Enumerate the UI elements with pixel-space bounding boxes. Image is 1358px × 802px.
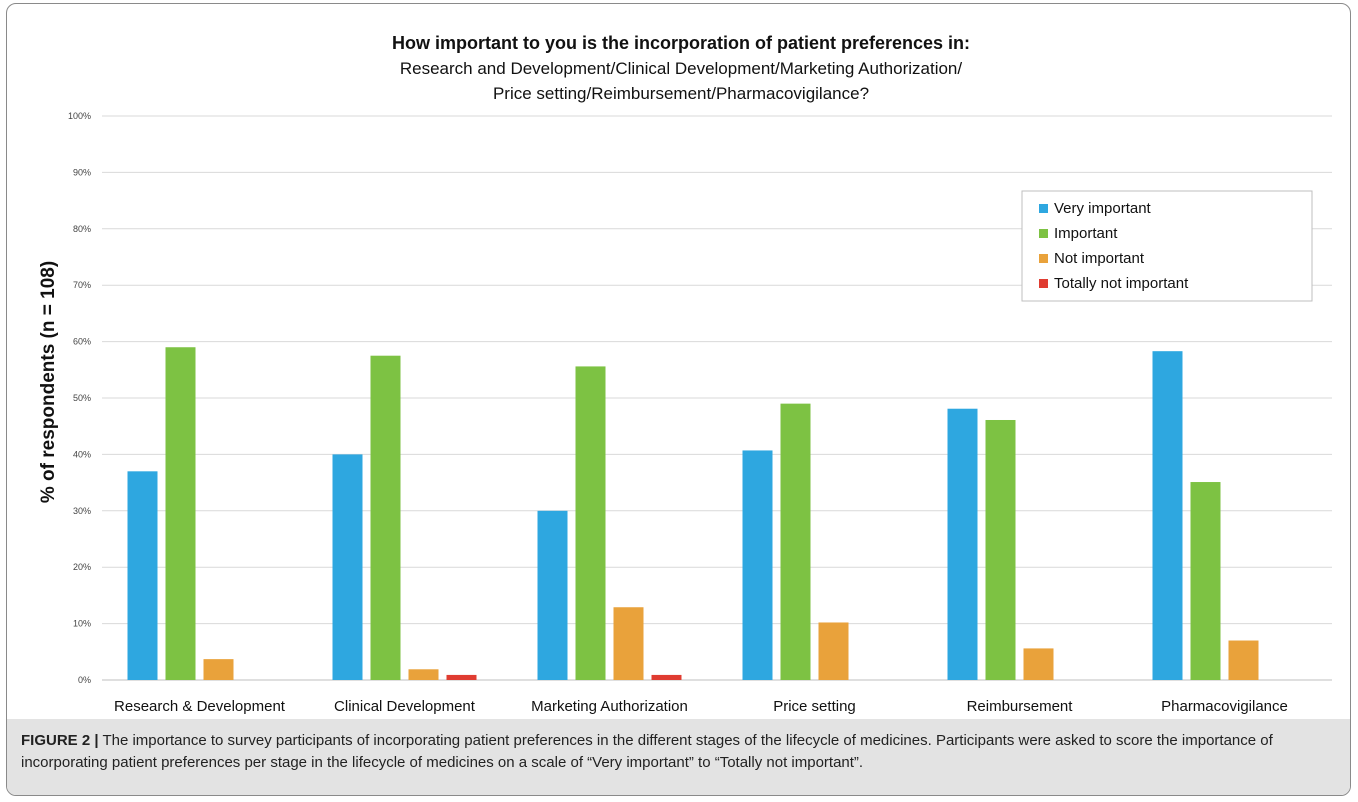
bar xyxy=(651,674,682,680)
caption-label: FIGURE 2 | xyxy=(21,732,99,749)
legend: Very important Important Not important Tota… xyxy=(1021,190,1313,302)
bar-chart: How important to you is the incorporatio… xyxy=(38,33,1332,715)
legend-swatch xyxy=(1039,229,1048,238)
bar xyxy=(818,622,849,680)
figure-caption: FIGURE 2 | The importance to survey part… xyxy=(7,719,1350,795)
y-tick-label: 20% xyxy=(73,562,91,572)
bar xyxy=(332,454,363,680)
x-axis-ticks: Research & Development Clinical Developme… xyxy=(114,698,1288,715)
bar xyxy=(575,366,606,680)
x-tick-label: Marketing Authorization xyxy=(531,698,688,715)
bar xyxy=(1190,482,1221,680)
x-tick-label: Clinical Development xyxy=(334,698,476,715)
figure-frame: How important to you is the incorporatio… xyxy=(6,3,1351,796)
x-tick-label: Research & Development xyxy=(114,698,286,715)
bar xyxy=(446,674,477,680)
y-axis-label: % of respondents (n = 108) xyxy=(38,261,59,503)
bar xyxy=(780,403,811,680)
bar xyxy=(203,659,234,680)
y-tick-label: 80% xyxy=(73,224,91,234)
x-tick-label: Reimbursement xyxy=(967,698,1074,715)
bars xyxy=(127,347,1259,680)
bar xyxy=(370,355,401,680)
bar xyxy=(613,607,644,680)
bar xyxy=(1228,640,1259,680)
bar xyxy=(165,347,196,680)
y-tick-label: 40% xyxy=(73,449,91,459)
legend-swatch xyxy=(1039,279,1048,288)
bar xyxy=(127,471,158,680)
y-tick-label: 50% xyxy=(73,393,91,403)
chart-subtitle-line-1: Research and Development/Clinical Develo… xyxy=(400,59,963,78)
bar xyxy=(408,669,439,680)
y-tick-label: 100% xyxy=(68,111,91,121)
y-tick-label: 70% xyxy=(73,280,91,290)
y-tick-label: 30% xyxy=(73,506,91,516)
chart-title: How important to you is the incorporatio… xyxy=(392,33,970,53)
legend-swatch xyxy=(1039,204,1048,213)
bar xyxy=(985,419,1016,680)
x-tick-label: Price setting xyxy=(773,698,856,715)
y-tick-label: 10% xyxy=(73,619,91,629)
bar xyxy=(537,510,568,680)
bar xyxy=(947,408,978,680)
gridlines xyxy=(102,115,1332,681)
caption-text: The importance to survey participants of… xyxy=(21,732,1273,771)
legend-box xyxy=(1021,190,1313,302)
y-axis-ticks: 0% 10% 20% 30% 40% 50% 60% 70% 80% 90% 100% xyxy=(68,111,91,685)
legend-label: Totally not important xyxy=(1054,275,1189,292)
bar xyxy=(1023,648,1054,680)
legend-label: Very important xyxy=(1054,200,1152,217)
legend-label: Important xyxy=(1054,225,1118,242)
bar xyxy=(742,450,773,680)
legend-label: Not important xyxy=(1054,250,1145,267)
y-tick-label: 60% xyxy=(73,337,91,347)
y-tick-label: 90% xyxy=(73,167,91,177)
chart-subtitle-line-2: Price setting/Reimbursement/Pharmacovigi… xyxy=(493,84,869,103)
x-tick-label: Pharmacovigilance xyxy=(1161,698,1288,715)
y-tick-label: 0% xyxy=(78,675,91,685)
bar xyxy=(1152,351,1183,680)
legend-swatch xyxy=(1039,254,1048,263)
